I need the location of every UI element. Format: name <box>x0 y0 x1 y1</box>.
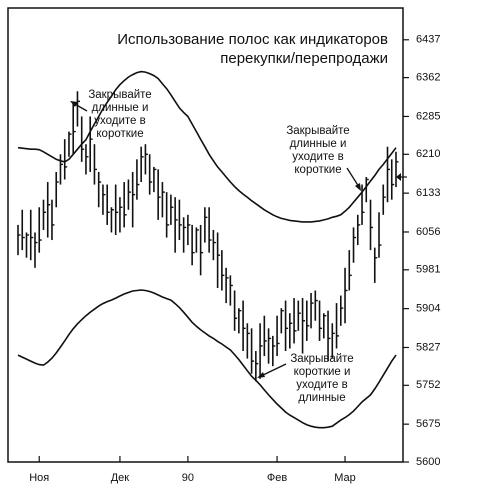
annotation-text: Закрывайте <box>286 125 349 137</box>
annotation-text: длинные <box>298 392 345 404</box>
annotation-text: уходите в <box>94 115 146 127</box>
last-price-marker <box>396 173 407 181</box>
annotation: Закрывайте длинные и уходите в короткие <box>286 125 361 191</box>
chart-title: Использование полос как индикаторов <box>117 31 388 48</box>
x-tick-label: 90 <box>182 472 194 484</box>
chart-title: перекупки/перепродажи <box>220 50 388 67</box>
x-tick-label: Дек <box>111 472 130 484</box>
x-tick-label: Ноя <box>29 472 49 484</box>
annotation-text: короткие <box>96 128 143 140</box>
x-tick-label: Фев <box>267 472 287 484</box>
y-tick-label: 5827 <box>416 341 440 353</box>
y-tick-label: 6285 <box>416 110 440 122</box>
annotation-arrow <box>346 167 360 188</box>
y-tick-label: 6210 <box>416 148 440 160</box>
y-tick-label: 6437 <box>416 34 440 46</box>
arrow-head <box>396 173 401 181</box>
annotation-text: Закрывайте <box>290 353 353 365</box>
band-line <box>17 70 397 223</box>
annotation-text: уходите в <box>292 151 344 163</box>
annotation-text: Закрывайте <box>88 89 151 101</box>
annotation-text: длинные и <box>290 138 347 150</box>
annotation: Закрывайте длинные и уходите в короткие <box>70 89 152 140</box>
annotation-text: уходите в <box>296 379 348 391</box>
y-tick-label: 5981 <box>416 264 440 276</box>
annotation-text: длинные и <box>92 102 149 114</box>
y-tick-label: 6362 <box>416 72 440 84</box>
band-line <box>17 289 397 429</box>
y-tick-label: 5675 <box>416 418 440 430</box>
annotation: Закрывайте короткие и уходите в длинные <box>257 353 354 404</box>
x-tick-label: Мар <box>334 472 356 484</box>
annotation-arrow <box>260 363 287 377</box>
arrow-head <box>355 183 361 191</box>
annotation-text: короткие и <box>294 366 351 378</box>
arrow-head <box>257 372 265 378</box>
y-tick-label: 5600 <box>416 456 440 468</box>
y-tick-label: 6133 <box>416 187 440 199</box>
y-tick-label: 5752 <box>416 379 440 391</box>
y-tick-label: 5904 <box>416 303 440 315</box>
annotation-text: короткие <box>294 164 341 176</box>
plot-frame <box>7 7 404 463</box>
y-tick-label: 6056 <box>416 226 440 238</box>
